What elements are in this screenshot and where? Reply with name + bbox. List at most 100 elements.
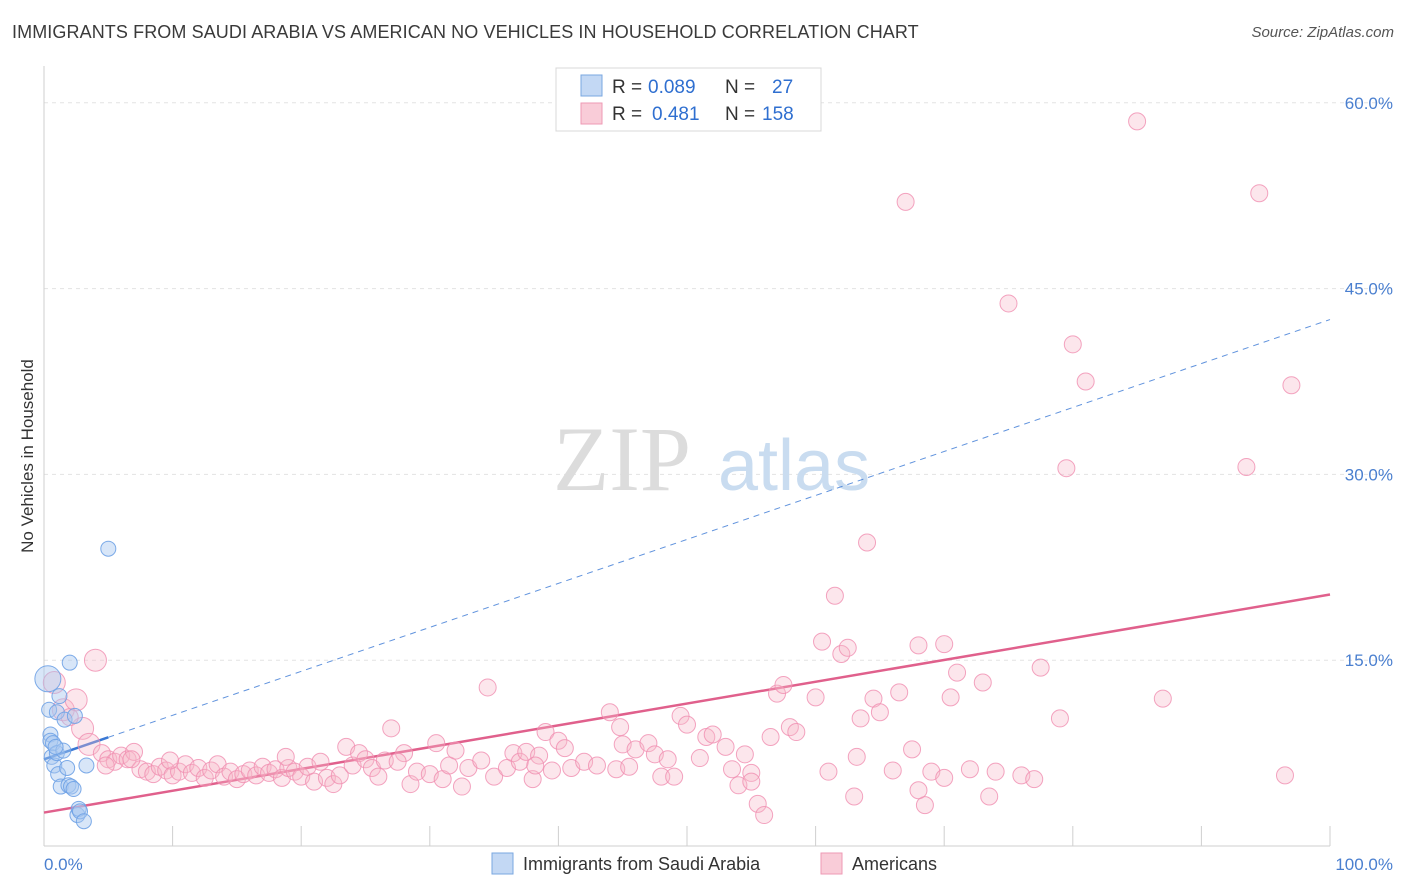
legend-swatch-blue <box>580 74 603 97</box>
americans-point <box>1076 372 1095 391</box>
americans-point <box>761 727 780 746</box>
immigrants-trend-dashed <box>108 319 1331 738</box>
americans-point <box>611 718 630 737</box>
immigrants-point <box>66 707 83 724</box>
americans-point <box>960 760 979 779</box>
americans-point <box>909 636 928 655</box>
y-tick-label: 30.0% <box>1345 465 1393 484</box>
immigrants-point <box>42 732 59 749</box>
americans-point <box>526 756 545 775</box>
americans-point <box>838 638 857 657</box>
correlation-legend: R = 0.089 N = 27 R = 0.481 N = 158 <box>555 67 822 132</box>
legend-n-value: 27 <box>772 77 793 98</box>
americans-point <box>813 632 832 651</box>
americans-point <box>845 787 864 806</box>
americans-point <box>523 770 542 789</box>
americans-point <box>382 719 401 738</box>
americans-point <box>369 767 388 786</box>
americans-point <box>388 752 407 771</box>
x-tick-label: 0.0% <box>44 855 83 874</box>
axes <box>43 66 1331 847</box>
americans-point <box>83 648 107 672</box>
americans-point <box>311 752 330 771</box>
americans-point <box>883 761 902 780</box>
immigrants-point <box>65 781 82 798</box>
americans-point <box>735 745 754 764</box>
americans-point <box>703 725 722 744</box>
americans-point <box>1275 766 1294 785</box>
americans-point <box>915 796 934 815</box>
data-points <box>34 112 1301 830</box>
trend-lines <box>43 319 1331 814</box>
americans-point <box>903 740 922 759</box>
immigrants-point <box>47 738 64 755</box>
immigrants-point <box>78 757 95 774</box>
americans-point <box>652 767 671 786</box>
immigrants-point <box>46 757 63 774</box>
americans-point <box>1063 335 1082 354</box>
americans-point <box>890 683 909 702</box>
americans-point <box>440 756 459 775</box>
y-tick-label: 60.0% <box>1345 94 1393 113</box>
americans-point <box>195 768 214 787</box>
americans-point <box>485 767 504 786</box>
americans-point <box>276 747 295 766</box>
americans-point <box>870 703 889 722</box>
x-tick-labels: 0.0% 100.0% <box>44 855 1393 874</box>
americans-point <box>1025 770 1044 789</box>
americans-point <box>806 688 825 707</box>
immigrants-point <box>100 540 117 557</box>
americans-point <box>851 709 870 728</box>
americans-point <box>980 787 999 806</box>
series-label-immigrants: Immigrants from Saudi Arabia <box>523 854 761 874</box>
americans-point <box>1031 658 1050 677</box>
legend-n-label: N = <box>725 104 755 125</box>
immigrants-point <box>75 813 92 830</box>
immigrants-point <box>56 711 73 728</box>
americans-point <box>1153 689 1172 708</box>
americans-point <box>42 670 66 694</box>
americans-point <box>825 586 844 605</box>
watermark-zip: ZIP <box>553 408 691 510</box>
americans-point <box>125 742 144 761</box>
legend-r-label: R = <box>612 77 642 98</box>
americans-point <box>510 752 529 771</box>
immigrants-point <box>72 803 89 820</box>
americans-point <box>620 757 639 776</box>
series-label-americans: Americans <box>852 854 937 874</box>
immigrants-point <box>55 742 72 759</box>
americans-point <box>1282 376 1301 395</box>
americans-point <box>600 703 619 722</box>
americans-point <box>1050 709 1069 728</box>
americans-point <box>542 761 561 780</box>
immigrants-point <box>59 759 76 776</box>
americans-point <box>819 762 838 781</box>
series-legend: Immigrants from Saudi Arabia Americans <box>491 852 937 875</box>
americans-point <box>847 747 866 766</box>
americans-point <box>999 294 1018 313</box>
americans-point <box>427 734 446 753</box>
americans-point <box>973 673 992 692</box>
immigrants-point <box>63 778 80 795</box>
americans-point <box>161 751 180 770</box>
americans-point <box>472 751 491 770</box>
americans-point <box>716 737 735 756</box>
immigrants-point <box>51 688 68 705</box>
americans-point <box>478 678 497 697</box>
americans-point <box>755 806 774 825</box>
series-swatch-pink <box>820 852 843 875</box>
americans-point <box>536 723 555 742</box>
grid-lines <box>44 102 1395 661</box>
americans-point <box>1237 457 1256 476</box>
chart-title: IMMIGRANTS FROM SAUDI ARABIA VS AMERICAN… <box>12 22 919 42</box>
americans-point <box>723 760 742 779</box>
americans-point <box>678 715 696 734</box>
americans-point <box>530 746 549 765</box>
x-tick-label: 100.0% <box>1335 855 1393 874</box>
americans-point <box>690 749 709 768</box>
americans-point <box>787 723 806 742</box>
americans-point <box>122 750 141 769</box>
americans-point <box>96 756 115 775</box>
americans-point <box>64 688 88 712</box>
